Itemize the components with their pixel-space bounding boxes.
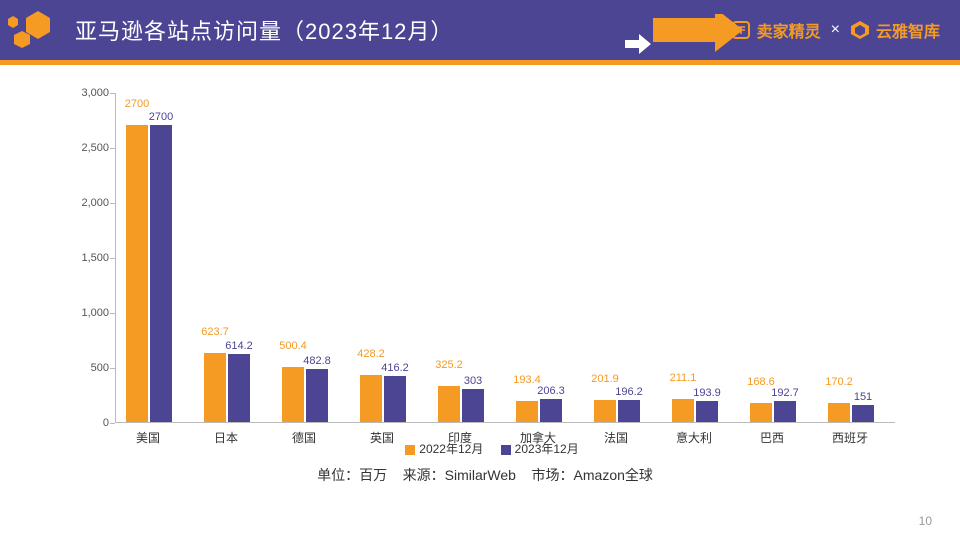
bar-value-label: 623.7 (201, 326, 229, 338)
bar-value-label: 2700 (149, 111, 173, 123)
bar-value-label: 416.2 (381, 362, 409, 374)
bar (306, 369, 328, 422)
bar (852, 405, 874, 422)
bar (540, 399, 562, 422)
bar (126, 125, 148, 422)
source-label: 来源：SimilarWeb (403, 467, 516, 483)
footer-text: 单位：百万 来源：SimilarWeb 市场：Amazon全球 (60, 465, 910, 485)
y-tick: 3,000 (60, 87, 115, 99)
bar-value-label: 193.4 (513, 374, 541, 386)
bar-value-label: 614.2 (225, 340, 253, 352)
bar (204, 353, 226, 422)
bar (828, 403, 850, 422)
brand-2-text: 云雅智库 (876, 18, 940, 42)
bar-value-label: 170.2 (825, 376, 853, 388)
bar (774, 401, 796, 422)
bar (618, 400, 640, 422)
plot-area: 27002700 623.7 614.2 500.4 482.8 428.2 416.2 32… (115, 93, 895, 423)
bar (438, 386, 460, 422)
y-tick: 500 (60, 362, 115, 374)
brand-2-icon (850, 20, 870, 40)
page-number: 10 (919, 514, 932, 528)
bar (150, 125, 172, 422)
market-label: 市场：Amazon全球 (532, 467, 653, 483)
hex-icon (8, 8, 63, 53)
legend-label-0: 2022年12月 (419, 442, 483, 456)
brand-1-icon (731, 20, 751, 40)
brand-2: 云雅智库 (850, 18, 940, 42)
bar-value-label: 500.4 (279, 340, 307, 352)
arrow-icon (625, 14, 745, 54)
unit-label: 单位：百万 (317, 467, 387, 483)
bar (672, 399, 694, 422)
brand-1: 卖家精灵 (731, 18, 821, 42)
bar-value-label: 192.7 (771, 387, 799, 399)
y-tick: 1,000 (60, 307, 115, 319)
y-tick: 2,000 (60, 197, 115, 209)
bar (228, 354, 250, 422)
bar-value-label: 211.1 (670, 372, 697, 384)
bar (594, 400, 616, 422)
brand-x: × (831, 21, 840, 39)
legend-swatch-0 (405, 445, 415, 455)
bar-value-label: 303 (464, 375, 482, 387)
bar (750, 403, 772, 422)
y-tick: 0 (60, 417, 115, 429)
accent-bar (0, 60, 960, 65)
y-tick: 1,500 (60, 252, 115, 264)
bar (462, 389, 484, 422)
bar (384, 376, 406, 422)
bar-value-label: 206.3 (537, 385, 565, 397)
bar (360, 375, 382, 422)
bar-value-label: 151 (854, 391, 872, 403)
bar-value-label: 201.9 (591, 373, 619, 385)
bar-value-label: 2700 (125, 98, 149, 110)
bar-value-label: 325.2 (435, 359, 463, 371)
brand-1-text: 卖家精灵 (757, 18, 821, 42)
bar-chart: 0 500 1,000 1,500 2,000 2,500 3,000 27002700 62… (60, 85, 910, 485)
legend: 2022年12月 2023年12月 (60, 440, 910, 457)
legend-label-1: 2023年12月 (515, 442, 579, 456)
bar (282, 367, 304, 422)
header-bar: 亚马逊各站点访问量（2023年12月） 卖家精灵 × 云雅智库 (0, 0, 960, 60)
y-tick: 2,500 (60, 142, 115, 154)
brand-area: 卖家精灵 × 云雅智库 (731, 0, 940, 60)
bar-value-label: 196.2 (615, 386, 643, 398)
bar-value-label: 428.2 (357, 348, 385, 360)
bar-value-label: 193.9 (693, 387, 721, 399)
slide-title: 亚马逊各站点访问量（2023年12月） (75, 14, 453, 46)
legend-swatch-1 (501, 445, 511, 455)
bar (516, 401, 538, 422)
bar-value-label: 482.8 (303, 355, 331, 367)
bar (696, 401, 718, 422)
